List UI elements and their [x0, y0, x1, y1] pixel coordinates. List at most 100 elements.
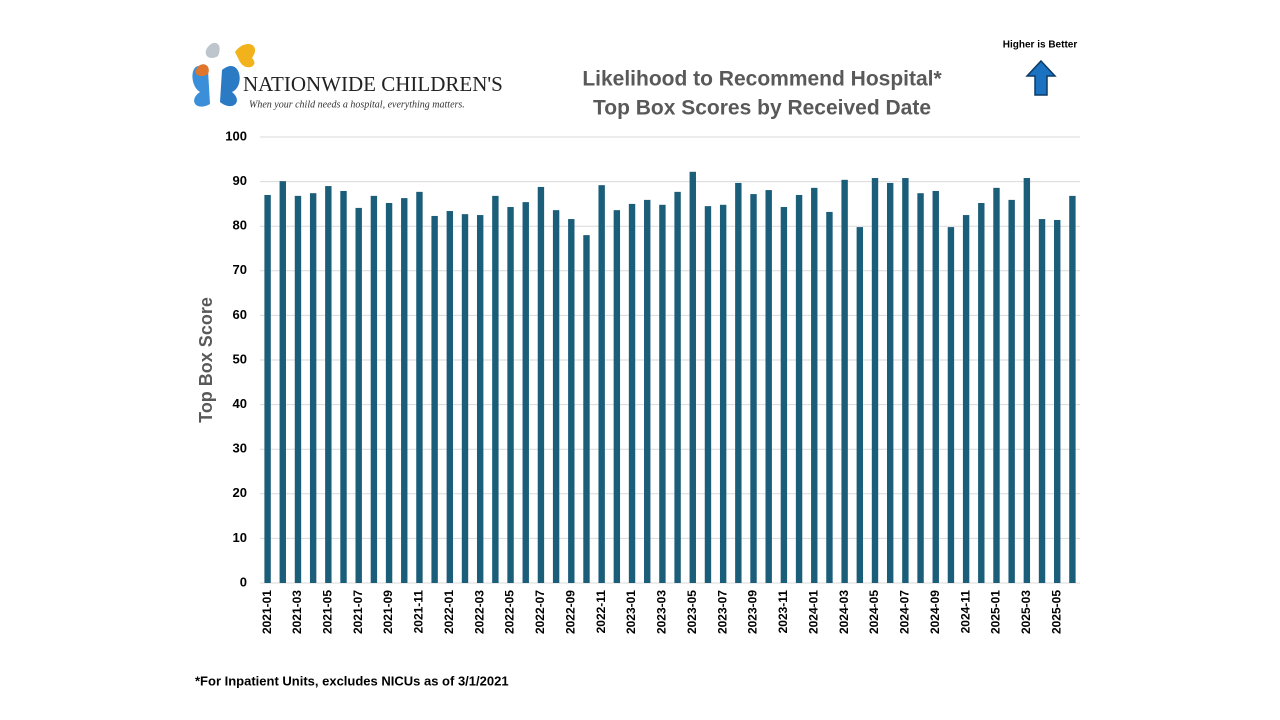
x-tick-label: 2023-11 [776, 590, 790, 634]
x-tick-label: 2021-05 [321, 590, 335, 634]
butterfly [195, 64, 209, 77]
bar [1023, 178, 1031, 584]
bar [947, 227, 955, 584]
x-tick-label: 2022-09 [563, 590, 577, 634]
x-tick-label: 2021-09 [381, 590, 395, 634]
x-tick-label: 2023-09 [746, 590, 760, 634]
bar [431, 215, 438, 583]
bar [598, 185, 605, 583]
bar [401, 198, 408, 584]
bar [689, 171, 696, 583]
bar [1008, 199, 1015, 584]
y-tick-label: 40 [233, 396, 247, 411]
logo-tagline: When your child needs a hospital, everyt… [249, 99, 465, 110]
footnote: *For Inpatient Units, excludes NICUs as … [195, 673, 509, 688]
y-tick-label: 60 [233, 307, 247, 322]
bar [340, 190, 347, 583]
bar [1069, 195, 1076, 583]
bar [917, 193, 924, 584]
bar [309, 193, 317, 584]
butterfly [220, 65, 240, 107]
bar [370, 195, 378, 583]
bar [446, 211, 454, 583]
y-tick-label: 20 [233, 485, 247, 500]
bar [795, 194, 803, 584]
x-tick-label: 2025-01 [989, 590, 1003, 634]
x-tick-label: 2022-07 [533, 590, 547, 634]
butterfly [205, 42, 220, 58]
y-tick-label: 30 [233, 441, 247, 456]
x-tick-label: 2021-01 [260, 590, 274, 634]
y-tick-label: 70 [233, 262, 247, 277]
bar [659, 204, 666, 584]
x-tick-label: 2022-05 [503, 590, 517, 634]
x-tick-label: 2021-11 [412, 590, 426, 634]
x-tick-label: 2021-03 [290, 590, 304, 634]
bar [279, 181, 286, 584]
bar [993, 187, 1000, 583]
x-tick-label: 2023-05 [685, 590, 699, 634]
y-tick-label: 80 [233, 218, 247, 233]
chart-title: Likelihood to Recommend Hospital* [582, 68, 942, 91]
bar [978, 203, 985, 583]
x-tick-label: 2024-01 [806, 590, 820, 634]
bar [628, 203, 636, 583]
bar [522, 202, 529, 583]
x-tick-label: 2024-07 [898, 590, 912, 634]
bar [325, 186, 332, 583]
bar [962, 215, 970, 584]
bar [765, 190, 772, 583]
bar [613, 210, 621, 584]
x-tick-label: 2022-11 [594, 590, 608, 634]
bar [355, 207, 362, 583]
bar [1054, 219, 1061, 583]
bar [476, 215, 484, 584]
y-tick-label: 0 [240, 574, 247, 589]
bar [492, 195, 499, 583]
y-tick-label: 50 [233, 351, 247, 366]
x-tick-label: 2025-03 [1019, 590, 1033, 634]
bar [841, 179, 848, 584]
x-tick-label: 2022-01 [442, 590, 456, 634]
bar [537, 186, 545, 583]
x-tick-label: 2023-07 [715, 590, 729, 634]
bar [902, 178, 909, 584]
bar [704, 206, 712, 583]
bar [644, 199, 651, 584]
bar [735, 182, 742, 584]
bar [552, 210, 560, 584]
x-tick-label: 2024-05 [867, 590, 881, 634]
note: Higher is Better [1003, 40, 1078, 51]
bar [507, 207, 514, 583]
x-tick-label: 2024-11 [958, 590, 972, 634]
bar [294, 195, 302, 583]
bar [416, 191, 423, 583]
bar [750, 194, 757, 583]
x-tick-label: 2021-07 [351, 590, 365, 634]
bar [780, 207, 788, 583]
logo: NATIONWIDE CHILDREN'S When your child ne… [192, 42, 503, 110]
y-tick-label: 90 [233, 173, 247, 188]
bar [886, 182, 894, 584]
bar [856, 227, 864, 584]
bar [568, 219, 575, 583]
bar [385, 203, 393, 583]
x-tick-label: 2023-01 [624, 590, 638, 634]
y-axis-label: Top Box Score [196, 297, 216, 423]
bar [264, 194, 271, 584]
chart-subtitle: Top Box Scores by Received Date [593, 97, 931, 120]
bar [871, 178, 879, 584]
y-tick-label: 10 [233, 530, 247, 545]
bar [674, 191, 681, 583]
bar [583, 235, 590, 583]
bar [811, 187, 818, 583]
x-tick-label: 2024-09 [928, 590, 942, 634]
x-tick-label: 2024-03 [837, 590, 851, 634]
bar [719, 204, 727, 584]
bar [826, 211, 833, 584]
y-tick-label: 100 [225, 128, 247, 143]
bar [932, 190, 939, 583]
bar [461, 214, 469, 583]
x-tick-label: 2022-03 [472, 590, 486, 634]
butterfly [192, 65, 210, 107]
